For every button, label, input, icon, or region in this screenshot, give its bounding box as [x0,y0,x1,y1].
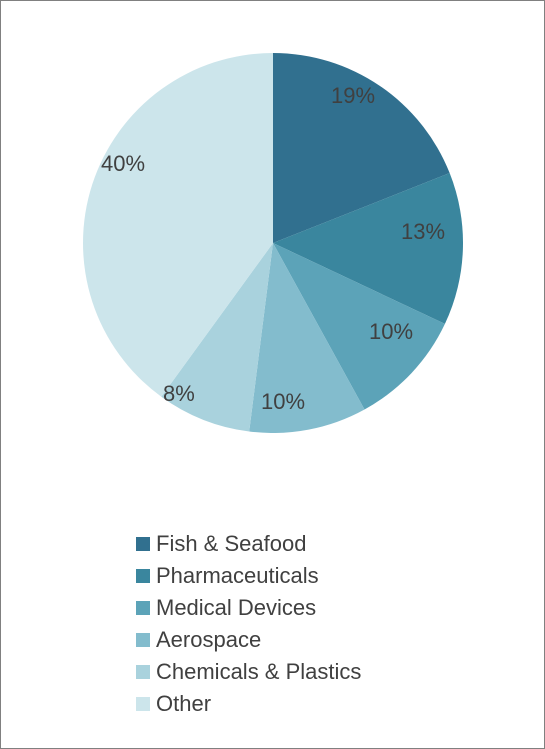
legend-swatch-5 [136,697,150,711]
legend-label-2: Medical Devices [156,595,316,621]
slice-label-1: 13% [401,219,445,245]
pie-chart: 19% 13% 10% 10% 8% 40% [1,1,545,521]
slice-label-0: 19% [331,83,375,109]
legend-label-5: Other [156,691,211,717]
slice-label-5: 40% [101,151,145,177]
legend-label-4: Chemicals & Plastics [156,659,361,685]
legend-item-0: Fish & Seafood [136,531,361,557]
legend-swatch-2 [136,601,150,615]
legend-swatch-0 [136,537,150,551]
legend-label-3: Aerospace [156,627,261,653]
slice-label-4: 8% [163,381,195,407]
legend-item-3: Aerospace [136,627,361,653]
slice-label-2: 10% [369,319,413,345]
legend-item-1: Pharmaceuticals [136,563,361,589]
legend-item-4: Chemicals & Plastics [136,659,361,685]
legend-item-2: Medical Devices [136,595,361,621]
slice-label-3: 10% [261,389,305,415]
legend-label-0: Fish & Seafood [156,531,306,557]
legend-swatch-4 [136,665,150,679]
legend-swatch-3 [136,633,150,647]
chart-frame: 19% 13% 10% 10% 8% 40% Fish & Seafood Ph… [0,0,545,749]
legend-item-5: Other [136,691,361,717]
legend: Fish & Seafood Pharmaceuticals Medical D… [136,531,361,717]
legend-swatch-1 [136,569,150,583]
legend-label-1: Pharmaceuticals [156,563,319,589]
